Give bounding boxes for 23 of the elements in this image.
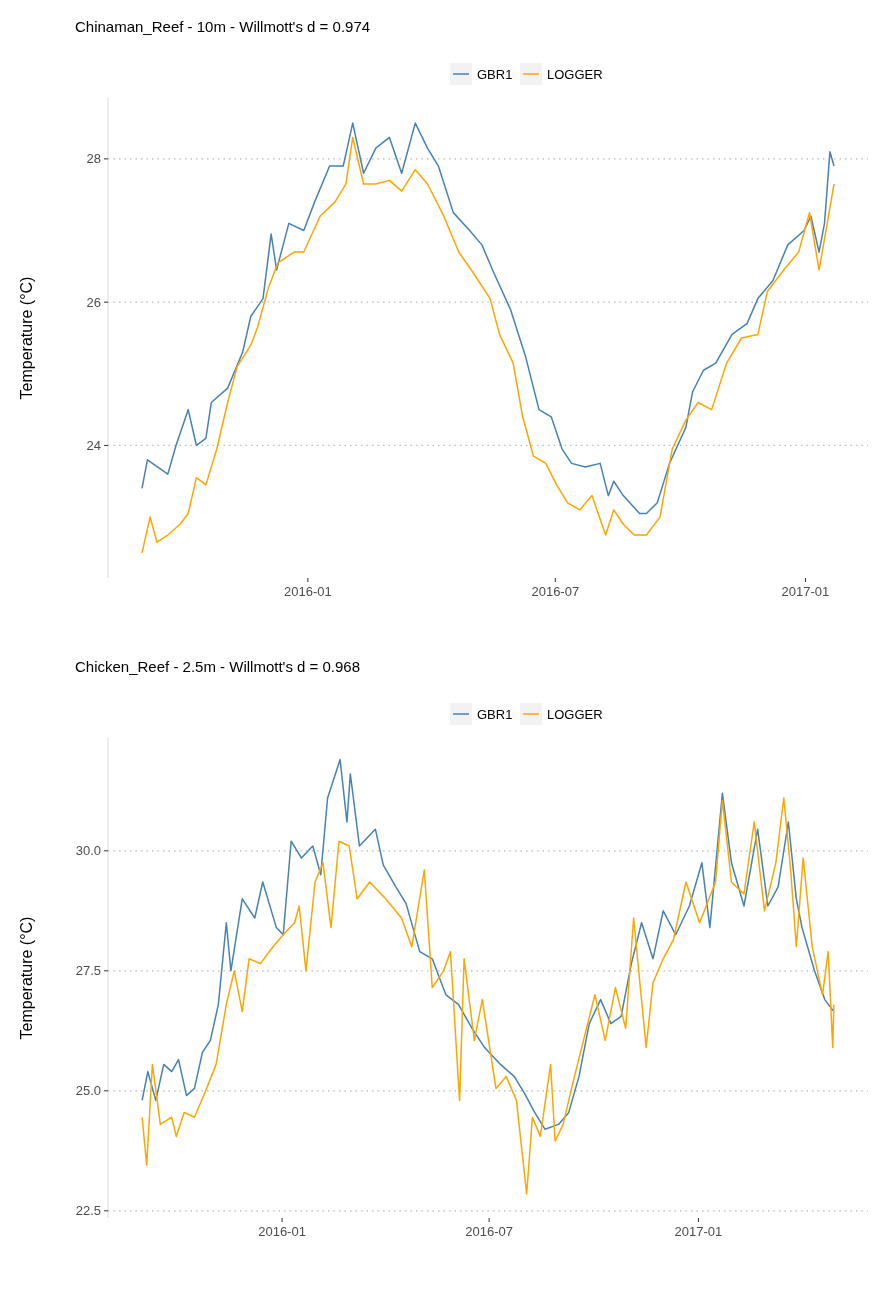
y-axis-title: Temperature (°C) [18,276,35,400]
line-series [141,797,835,1195]
legend-label: GBR1 [477,66,513,82]
chart-title: Chinaman_Reef - 10m - Willmott's d = 0.974 [75,18,371,35]
y-tick-label: 27.5 [75,963,101,979]
legend-label: LOGGER [547,706,603,722]
line-series [141,758,835,1130]
y-axis-title: Temperature (°C) [18,916,35,1040]
chart-title: Chicken_Reef - 2.5m - Willmott's d = 0.968 [75,658,361,675]
y-tick-label: 28 [86,151,101,167]
x-tick-label: 2017-01 [781,584,830,599]
x-tick-label: 2016-01 [284,584,332,599]
x-tick-label: 2016-07 [465,1224,513,1239]
legend-label: LOGGER [547,66,603,82]
y-tick-label: 30.0 [75,843,101,859]
legend-label: GBR1 [477,706,513,722]
y-tick-label: 24 [86,438,101,454]
y-tick-label: 25.0 [75,1083,101,1099]
y-tick-label: 22.5 [75,1203,101,1219]
x-tick-label: 2016-01 [258,1224,306,1239]
y-tick-label: 26 [86,294,101,310]
x-tick-label: 2017-01 [674,1224,723,1239]
x-tick-label: 2016-07 [531,584,580,599]
